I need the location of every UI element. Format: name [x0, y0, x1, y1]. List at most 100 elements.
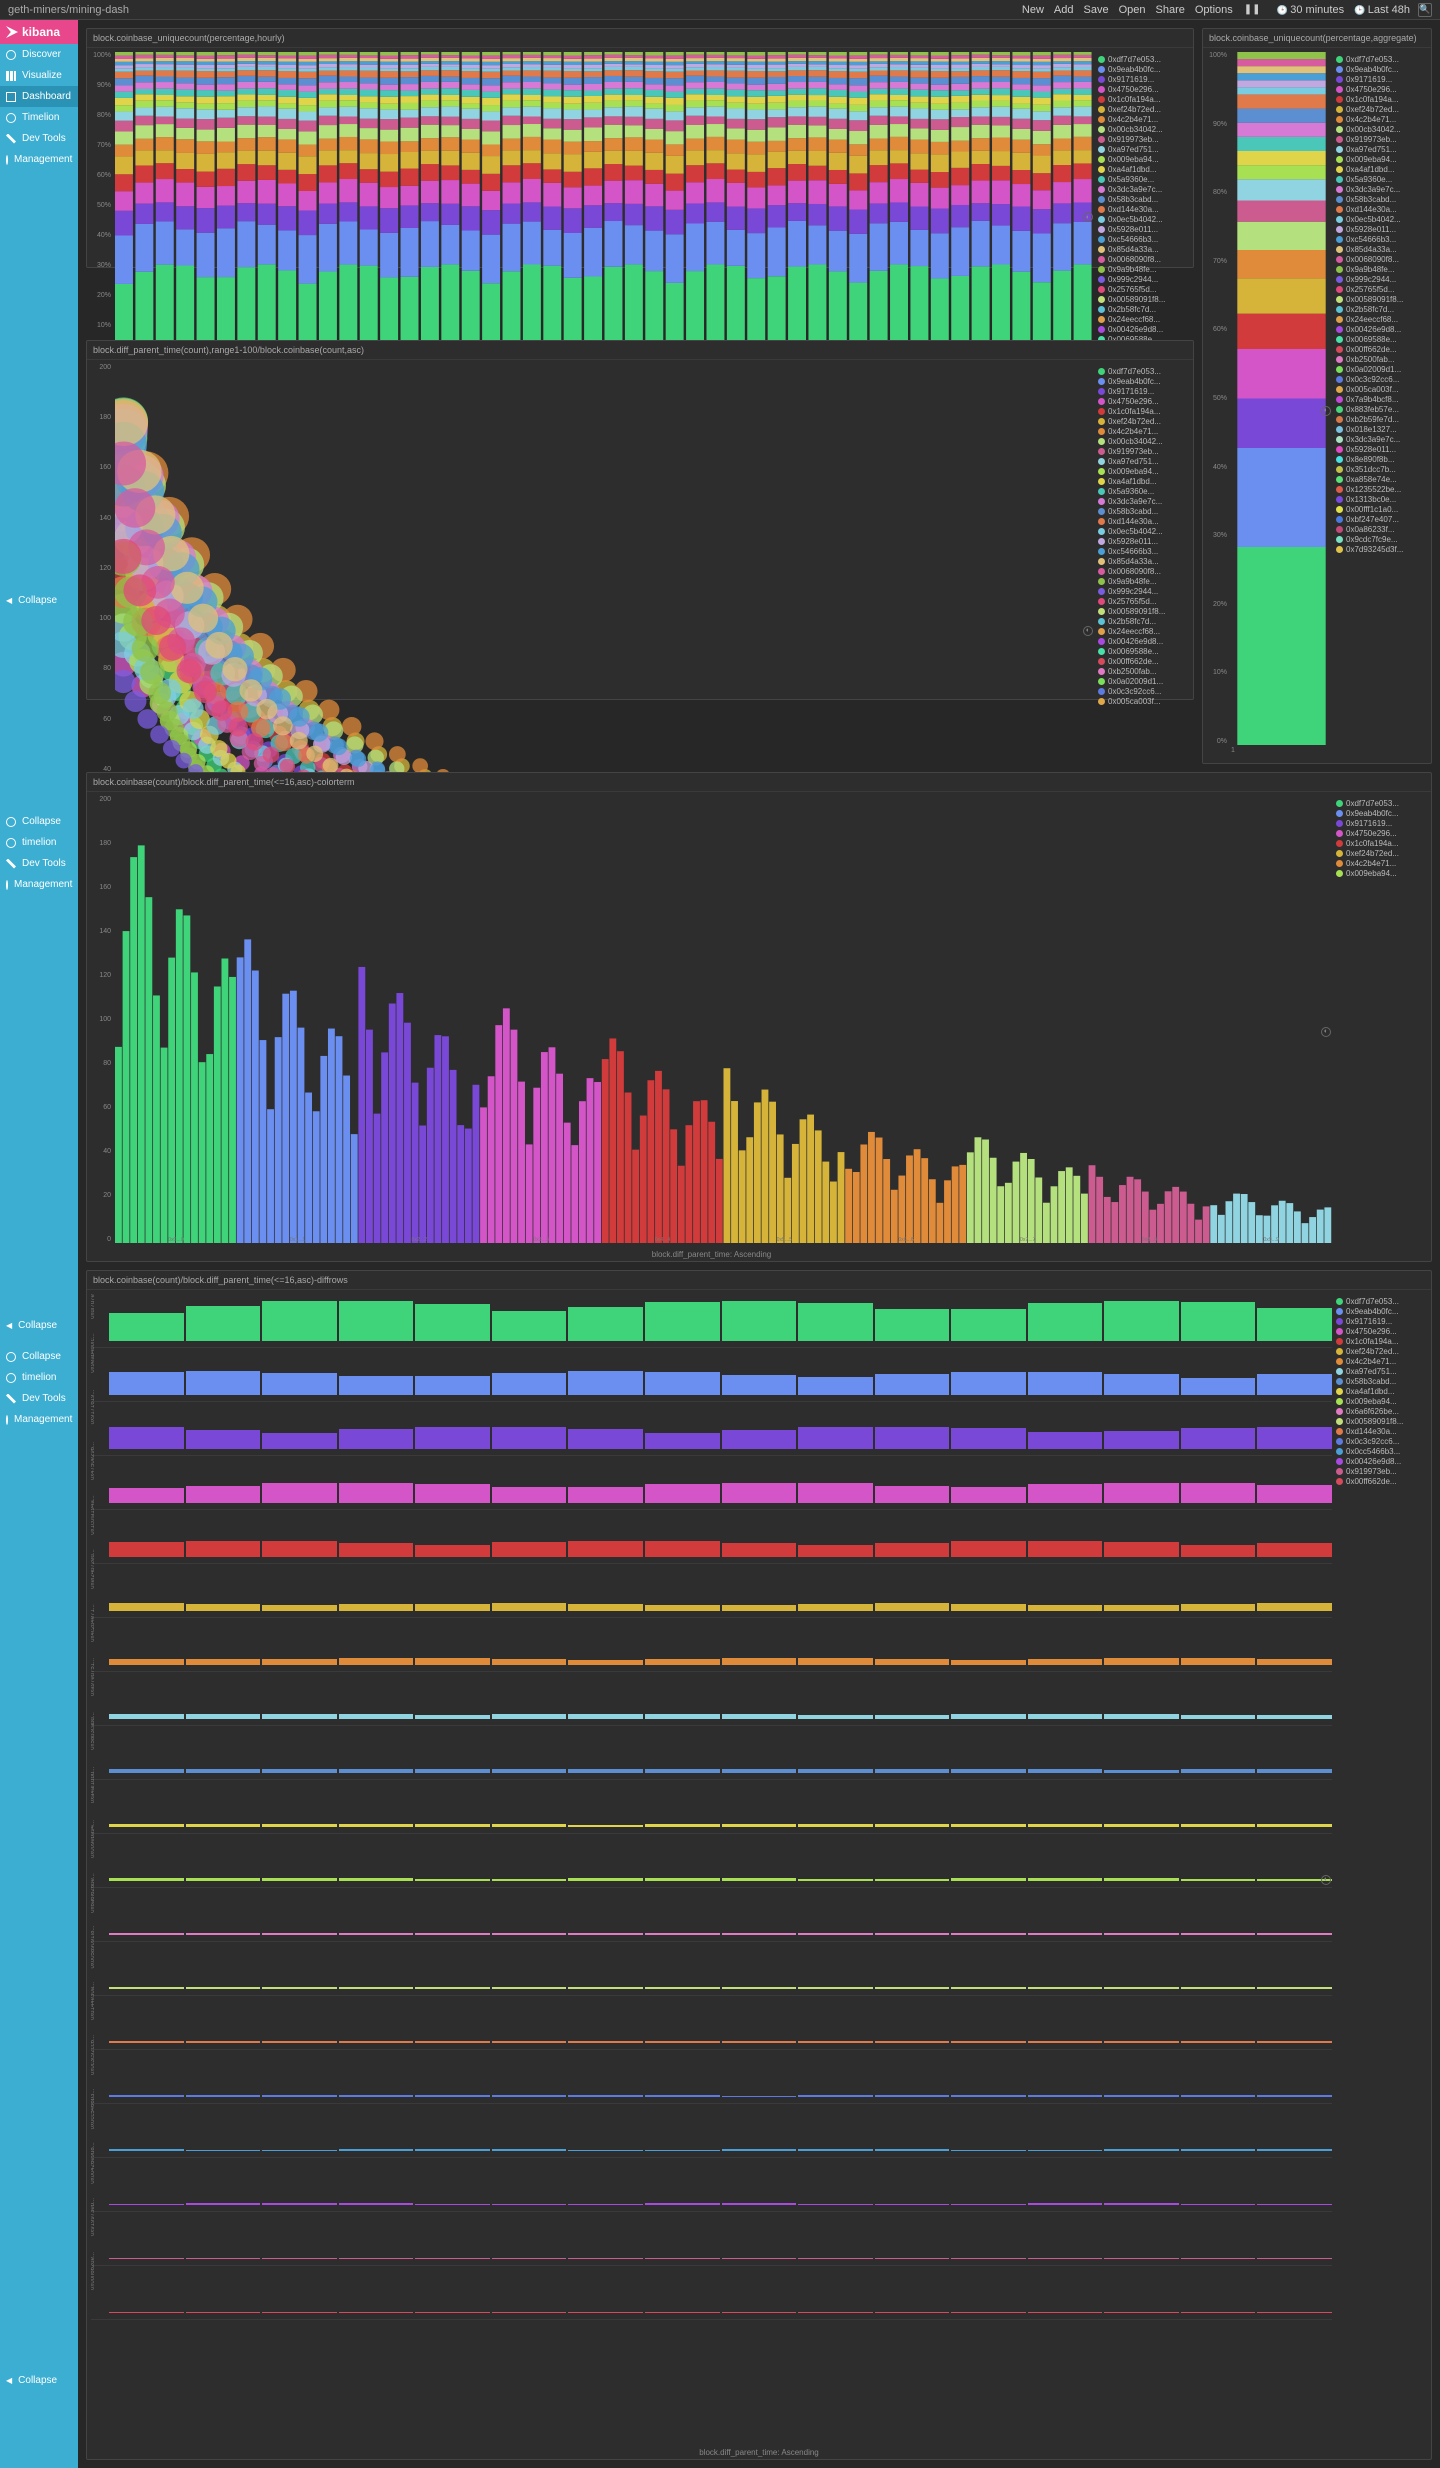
legend-item[interactable]: 0x24eeccf68...: [1098, 314, 1189, 324]
legend-item[interactable]: 0xb2500fab...: [1098, 666, 1189, 676]
diffrow-bars[interactable]: [109, 1895, 1332, 1935]
legend-item[interactable]: 0x24eeccf68...: [1098, 626, 1189, 636]
legend-toggle-icon[interactable]: ◐: [1321, 1027, 1331, 1037]
collapse-button-2[interactable]: Collapse: [0, 1315, 78, 1336]
diffrow-bars[interactable]: [109, 1463, 1332, 1503]
legend-item[interactable]: 0xa97ed751...: [1098, 456, 1189, 466]
legend-item[interactable]: 0x00426e9d8...: [1336, 1456, 1427, 1466]
legend-item[interactable]: 0x0c3c92cc6...: [1336, 374, 1427, 384]
legend-item[interactable]: 0xa97ed751...: [1336, 144, 1427, 154]
nav-dashboard[interactable]: Dashboard: [0, 86, 78, 107]
legend-item[interactable]: 0x85d4a33a...: [1098, 244, 1189, 254]
legend-item[interactable]: 0x00ff662de...: [1098, 656, 1189, 666]
legend-item[interactable]: 0x1235522be...: [1336, 484, 1427, 494]
legend-item[interactable]: 0x999c2944...: [1098, 586, 1189, 596]
kibana-logo[interactable]: kibana: [0, 20, 78, 44]
nav-visualize[interactable]: Visualize: [0, 65, 78, 86]
legend-item[interactable]: 0x0a02009d1...: [1336, 364, 1427, 374]
legend-item[interactable]: 0x1313bc0e...: [1336, 494, 1427, 504]
diffrow-bars[interactable]: [109, 1733, 1332, 1773]
action-share[interactable]: Share: [1156, 4, 1185, 16]
legend-item[interactable]: 0x5928e011...: [1336, 444, 1427, 454]
legend-item[interactable]: 0x0069588e...: [1336, 334, 1427, 344]
legend-item[interactable]: 0x0a86233f...: [1336, 524, 1427, 534]
legend-item[interactable]: 0xc54666b3...: [1336, 234, 1427, 244]
chart-grouped-bars[interactable]: 200180160140120100806040200 0x0...00x1..…: [91, 796, 1332, 1257]
legend-item[interactable]: 0x00fff1c1a0...: [1336, 504, 1427, 514]
legend-item[interactable]: 0xb2500fab...: [1336, 354, 1427, 364]
legend-item[interactable]: 0x58b3cabd...: [1098, 194, 1189, 204]
legend-item[interactable]: 0xef24b72ed...: [1336, 848, 1427, 858]
legend-item[interactable]: 0x00ff662de...: [1336, 344, 1427, 354]
search-icon[interactable]: 🔍: [1418, 3, 1432, 17]
legend-item[interactable]: 0x4750e296...: [1336, 84, 1427, 94]
legend-item[interactable]: 0x999c2944...: [1098, 274, 1189, 284]
legend-item[interactable]: 0x4750e296...: [1336, 828, 1427, 838]
legend-item[interactable]: 0x0ec5b4042...: [1098, 526, 1189, 536]
legend-item[interactable]: 0x009eba94...: [1336, 868, 1427, 878]
legend-item[interactable]: 0x25765f5d...: [1098, 596, 1189, 606]
legend-item[interactable]: 0xdf7d7e053...: [1098, 54, 1189, 64]
breadcrumb[interactable]: geth-miners/mining-dash: [8, 4, 129, 16]
diffrow-bars[interactable]: [109, 2219, 1332, 2259]
diffrow-bars[interactable]: [109, 1409, 1332, 1449]
legend-item[interactable]: 0xa4af1dbd...: [1336, 1386, 1427, 1396]
legend-item[interactable]: 0x0cc5466b3...: [1336, 1446, 1427, 1456]
legend-item[interactable]: 0x0ec5b4042...: [1336, 214, 1427, 224]
diffrow-bars[interactable]: [109, 1679, 1332, 1719]
action-open[interactable]: Open: [1119, 4, 1146, 16]
legend-item[interactable]: 0x4c2b4e71...: [1336, 858, 1427, 868]
legend-item[interactable]: 0x919973eb...: [1098, 134, 1189, 144]
legend-item[interactable]: 0x9eab4b0fc...: [1098, 376, 1189, 386]
legend-item[interactable]: 0xd144e30a...: [1336, 204, 1427, 214]
legend-item[interactable]: 0x919973eb...: [1336, 1466, 1427, 1476]
action-add[interactable]: Add: [1054, 4, 1074, 16]
legend-item[interactable]: 0x7d93245d3f...: [1336, 544, 1427, 554]
collapse-button-3[interactable]: Collapse: [0, 2370, 78, 2391]
legend-item[interactable]: 0x5a9360e...: [1098, 486, 1189, 496]
legend-item[interactable]: 0xa97ed751...: [1336, 1366, 1427, 1376]
legend-item[interactable]: 0x9eab4b0fc...: [1336, 808, 1427, 818]
legend-item[interactable]: 0x1c0fa194a...: [1336, 838, 1427, 848]
legend-item[interactable]: 0x2b58fc7d...: [1098, 304, 1189, 314]
diffrow-bars[interactable]: [109, 1841, 1332, 1881]
legend-item[interactable]: 0x4c2b4e71...: [1336, 114, 1427, 124]
legend-item[interactable]: 0x009eba94...: [1098, 466, 1189, 476]
legend-item[interactable]: 0x58b3cabd...: [1336, 194, 1427, 204]
legend-item[interactable]: 0x9eab4b0fc...: [1336, 64, 1427, 74]
legend-item[interactable]: 0x24eeccf68...: [1336, 314, 1427, 324]
legend-item[interactable]: 0x5928e011...: [1336, 224, 1427, 234]
legend-item[interactable]: 0x9eab4b0fc...: [1336, 1306, 1427, 1316]
legend-item[interactable]: 0x999c2944...: [1336, 274, 1427, 284]
legend-item[interactable]: 0xa97ed751...: [1098, 144, 1189, 154]
legend-item[interactable]: 0x5a9360e...: [1098, 174, 1189, 184]
legend-item[interactable]: 0xbf247e407...: [1336, 514, 1427, 524]
legend-item[interactable]: 0xef24b72ed...: [1098, 416, 1189, 426]
legend-item[interactable]: 0x0c3c92cc6...: [1098, 686, 1189, 696]
legend-item[interactable]: 0x4c2b4e71...: [1098, 426, 1189, 436]
action-options[interactable]: Options: [1195, 4, 1233, 16]
legend-toggle-icon[interactable]: ◐: [1083, 626, 1093, 636]
nav-timelion[interactable]: timelion: [0, 1367, 78, 1388]
legend-item[interactable]: 0x7a9b4bcf8...: [1336, 394, 1427, 404]
nav-dev tools[interactable]: Dev Tools: [0, 128, 78, 149]
time-interval[interactable]: 30 minutes: [1277, 4, 1345, 16]
legend-item[interactable]: 0xa4af1dbd...: [1098, 476, 1189, 486]
legend-item[interactable]: 0x6a6f626be...: [1336, 1406, 1427, 1416]
legend-item[interactable]: 0x0069588e...: [1098, 646, 1189, 656]
legend-item[interactable]: 0x25765f5d...: [1336, 284, 1427, 294]
legend-item[interactable]: 0x85d4a33a...: [1336, 244, 1427, 254]
legend-item[interactable]: 0xa4af1dbd...: [1098, 164, 1189, 174]
legend-item[interactable]: 0x3dc3a9e7c...: [1098, 184, 1189, 194]
legend-item[interactable]: 0xa4af1dbd...: [1336, 164, 1427, 174]
chart-stacked-aggregate[interactable]: 100%90%80%70%60%50%40%30%20%10%0% 1: [1207, 52, 1332, 759]
legend-item[interactable]: 0x9a9b48fe...: [1336, 264, 1427, 274]
legend-item[interactable]: 0x3dc3a9e7c...: [1336, 434, 1427, 444]
legend-item[interactable]: 0x9171619...: [1098, 386, 1189, 396]
legend-item[interactable]: 0x00589091f8...: [1336, 294, 1427, 304]
legend-item[interactable]: 0xc54666b3...: [1098, 234, 1189, 244]
diffrow-bars[interactable]: [109, 2273, 1332, 2313]
legend-item[interactable]: 0x0068090f8...: [1098, 254, 1189, 264]
action-save[interactable]: Save: [1084, 4, 1109, 16]
legend-item[interactable]: 0x9171619...: [1336, 1316, 1427, 1326]
